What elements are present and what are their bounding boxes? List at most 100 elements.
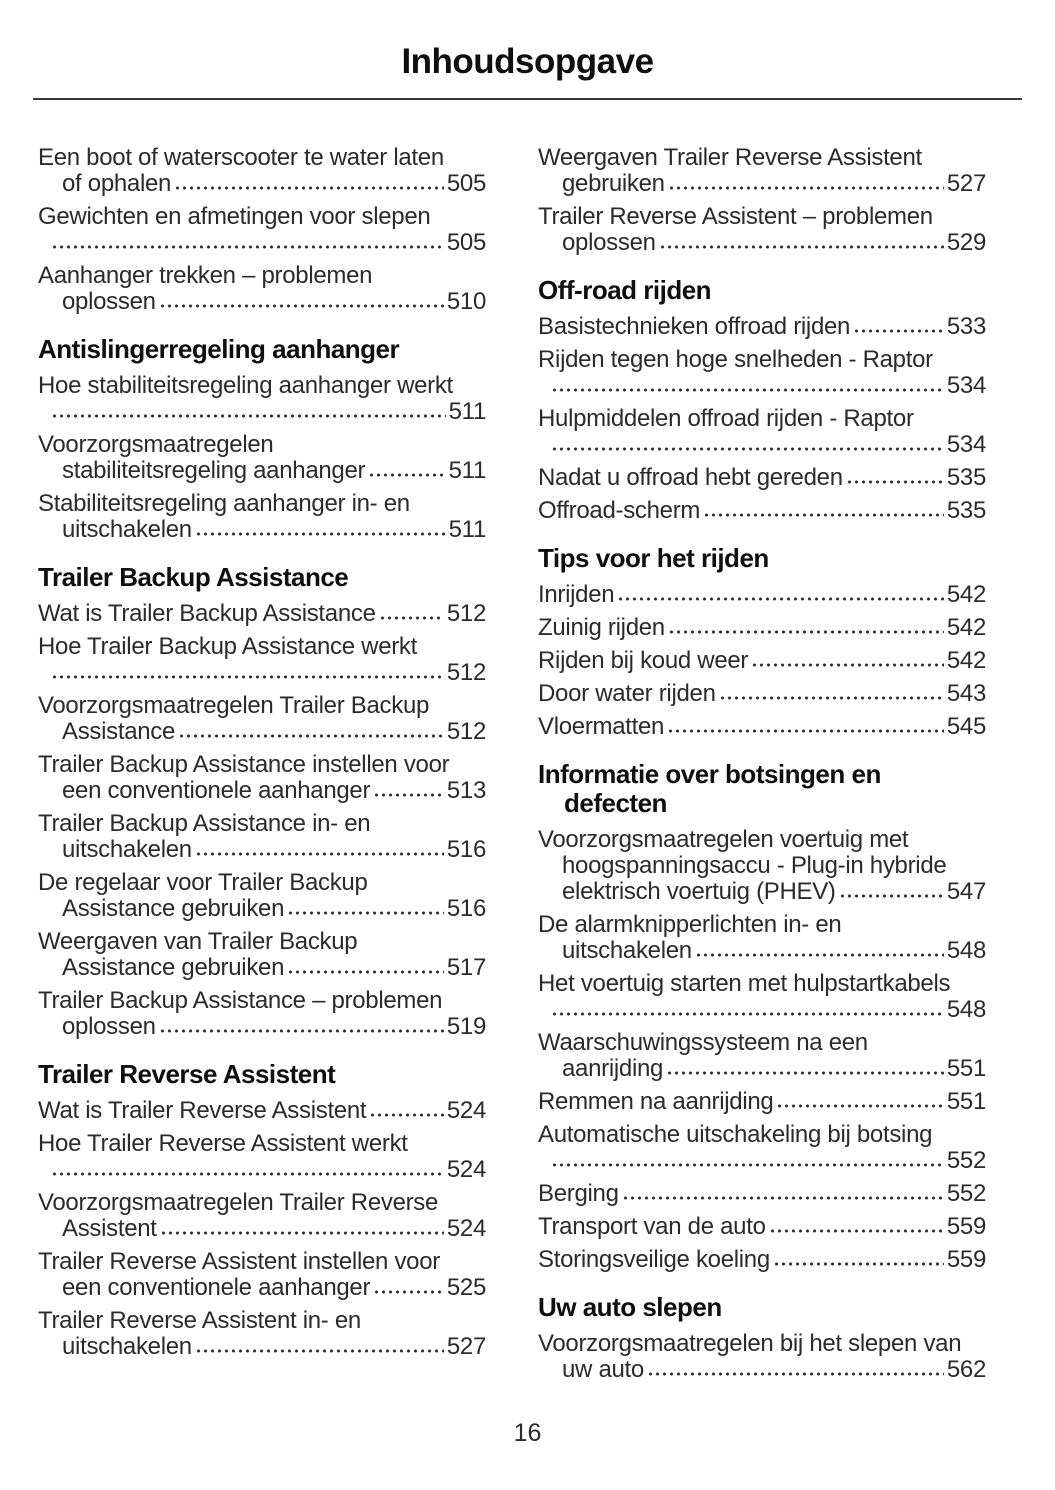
toc-section-heading: Antislingerregeling aanhanger [38,335,486,364]
toc-entry-line: 505 [38,230,486,256]
dot-leader [845,479,944,485]
dot-leader [551,1162,944,1168]
dot-leader [178,733,444,739]
toc-columns: Een boot of waterscooter te water laten o… [0,145,1055,1390]
toc-entry-page-number: 542 [946,581,986,608]
dot-leader [51,1171,444,1177]
toc-entry-page-number: 519 [446,1013,486,1040]
toc-entry-line: stabiliteitsregeling aanhanger 511 [38,458,486,484]
toc-entry-line: of ophalen 505 [38,171,486,197]
toc-entry: Hulpmiddelen offroad rijden - Raptor 534 [538,406,986,458]
toc-entry-title: aanrijding [562,1055,664,1082]
toc-entry-line: Assistance gebruiken 517 [38,955,486,981]
toc-entry-line: Door water rijden 543 [538,681,986,707]
dot-leader [287,910,444,916]
toc-entry-page-number: 510 [446,288,486,315]
toc-entry-title: oplossen [562,229,656,256]
toc-entry-page-number: 548 [946,996,986,1023]
toc-section-heading: Off-road rijden [538,276,986,305]
dot-leader [621,1195,944,1201]
toc-section-heading: Tips voor het rijden [538,544,986,573]
dot-leader [51,674,444,680]
dot-leader [51,244,444,250]
toc-section-heading: Uw auto slepen [538,1293,986,1322]
dot-leader [174,185,444,191]
dot-leader [646,1371,944,1377]
toc-entry-title: een conventionele aanhanger [62,1274,371,1301]
toc-entry: Nadat u offroad hebt gereden 535 [538,465,986,491]
toc-entry-page-number: 505 [446,229,486,256]
dot-leader [51,413,446,419]
toc-entry-title: uitschakelen [62,516,192,543]
dot-leader [194,1348,444,1354]
toc-entry-line: Voorzorgsmaatregelen Trailer Backup [38,692,430,719]
toc-entry-page-number: 529 [946,229,986,256]
toc-entry-line: 534 [538,432,986,458]
dot-leader [772,1261,944,1267]
toc-entry-line: Trailer Reverse Assistent – problemen [538,203,933,230]
toc-entry: Voorzorgsmaatregelen voertuig met hoogspa… [538,827,986,905]
toc-entry: Vloermatten 545 [538,714,986,740]
toc-entry: Gewichten en afmetingen voor slepen 505 [38,204,486,256]
dot-leader [368,472,446,478]
toc-entry: Voorzorgsmaatregelen stabiliteitsregeling… [38,432,486,484]
toc-section-heading: Trailer Reverse Assistent [38,1060,486,1089]
toc-entry-title: oplossen [62,1013,156,1040]
toc-entry-title: Basistechnieken offroad rijden [538,313,851,340]
toc-entry-title: Inrijden [538,581,615,608]
toc-entry-line: Zuinig rijden 542 [538,615,986,641]
dot-leader [838,893,944,899]
dot-leader [751,662,944,668]
toc-entry: Voorzorgsmaatregelen Trailer Reverse Assi… [38,1190,486,1242]
toc-entry-line: een conventionele aanhanger 525 [38,1275,486,1301]
toc-entry-line: Voorzorgsmaatregelen voertuig met [538,826,909,853]
toc-entry: Wat is Trailer Backup Assistance 512 [38,601,486,627]
toc-entry-title: Transport van de auto [538,1213,766,1240]
toc-entry-line: Aanhanger trekken – problemen [38,262,373,289]
toc-entry-line: 524 [38,1157,486,1183]
dot-leader [159,1230,444,1236]
toc-entry-line: oplossen 510 [38,289,486,315]
dot-leader [666,1070,944,1076]
toc-entry-line: oplossen 529 [538,230,986,256]
toc-entry: Een boot of waterscooter te water laten o… [38,145,486,197]
toc-entry-page-number: 524 [446,1215,486,1242]
toc-entry-page-number: 516 [446,836,486,863]
toc-entry-title: of ophalen [62,170,172,197]
toc-entry-line: elektrisch voertuig (PHEV) 547 [538,879,986,905]
toc-entry: Rijden bij koud weer 542 [538,648,986,674]
toc-entry-title: uitschakelen [562,937,692,964]
toc-entry-title: Zuinig rijden [538,614,665,641]
toc-entry-page-number: 512 [446,718,486,745]
dot-leader [768,1228,944,1234]
dot-leader [667,629,944,635]
toc-entry-line: Storingsveilige koeling 559 [538,1247,986,1273]
toc-entry: Wat is Trailer Reverse Assistent 524 [38,1098,486,1124]
toc-entry-title: Berging [538,1180,619,1207]
toc-entry: Transport van de auto 559 [538,1214,986,1240]
toc-entry-line: 548 [538,997,986,1023]
toc-entry-page-number: 534 [946,372,986,399]
toc-entry-page-number: 512 [446,659,486,686]
toc-entry: Hoe Trailer Reverse Assistent werkt 524 [38,1131,486,1183]
dot-leader [853,328,944,334]
toc-entry-line: 512 [38,660,486,686]
toc-section-heading-line: Informatie over botsingen en [538,759,881,789]
toc-entry-line: gebruiken 527 [538,171,986,197]
toc-entry-line: Stabiliteitsregeling aanhanger in- en [38,490,410,517]
toc-entry-title: Vloermatten [538,713,665,740]
toc-entry-title: een conventionele aanhanger [62,777,371,804]
toc-entry: Basistechnieken offroad rijden 533 [538,314,986,340]
toc-entry: Voorzorgsmaatregelen Trailer Backup Assis… [38,693,486,745]
toc-entry: Trailer Backup Assistance instellen voor… [38,752,486,804]
toc-entry-page-number: 511 [448,516,487,543]
toc-entry-line: Assistent 524 [38,1216,486,1242]
toc-entry-title: Assistance gebruiken [62,895,285,922]
toc-entry-line: Nadat u offroad hebt gereden 535 [538,465,986,491]
toc-entry: Het voertuig starten met hulpstartkabels… [538,971,986,1023]
toc-entry-line: Voorzorgsmaatregelen [38,431,274,458]
toc-entry-title: uw auto [562,1356,644,1383]
toc-entry-line: Berging 552 [538,1181,986,1207]
toc-entry-page-number: 525 [446,1274,486,1301]
toc-entry-line: Assistance gebruiken 516 [38,896,486,922]
